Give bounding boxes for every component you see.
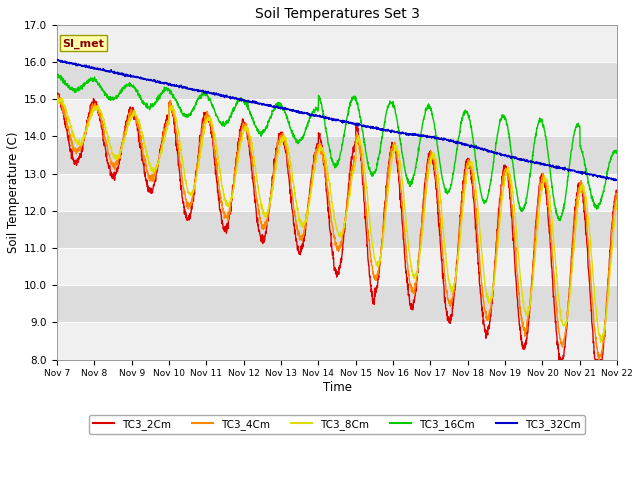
TC3_8Cm (53, 96, 61, 102)
TC3_16Cm (54, 71, 62, 77)
TC3_32Cm (564, 166, 572, 172)
TC3_8Cm (209, 128, 217, 133)
Text: SI_met: SI_met (63, 38, 104, 48)
TC3_32Cm (53, 57, 61, 63)
TC3_16Cm (613, 150, 621, 156)
TC3_32Cm (613, 177, 621, 183)
TC3_4Cm (353, 133, 361, 139)
TC3_32Cm (209, 90, 217, 96)
TC3_8Cm (580, 185, 588, 191)
TC3_32Cm (54, 57, 61, 62)
Bar (57, 323, 617, 360)
TC3_16Cm (557, 217, 564, 223)
TC3_2Cm (209, 144, 217, 149)
Bar (57, 174, 617, 211)
TC3_16Cm (353, 100, 361, 106)
TC3_8Cm (58, 96, 66, 101)
TC3_2Cm (500, 168, 508, 173)
Line: TC3_8Cm: TC3_8Cm (57, 98, 617, 342)
TC3_2Cm (53, 93, 61, 98)
TC3_32Cm (580, 170, 588, 176)
TC3_2Cm (54, 90, 61, 96)
TC3_4Cm (564, 306, 572, 312)
TC3_32Cm (366, 124, 374, 130)
TC3_8Cm (596, 339, 604, 345)
TC3_16Cm (580, 155, 588, 161)
TC3_8Cm (613, 197, 621, 203)
TC3_16Cm (53, 74, 61, 80)
TC3_2Cm (613, 188, 621, 194)
TC3_32Cm (612, 178, 620, 183)
Y-axis label: Soil Temperature (C): Soil Temperature (C) (7, 132, 20, 253)
TC3_16Cm (500, 114, 508, 120)
TC3_2Cm (580, 195, 588, 201)
Line: TC3_4Cm: TC3_4Cm (57, 95, 617, 360)
Legend: TC3_2Cm, TC3_4Cm, TC3_8Cm, TC3_16Cm, TC3_32Cm: TC3_2Cm, TC3_4Cm, TC3_8Cm, TC3_16Cm, TC3… (89, 415, 585, 434)
TC3_2Cm (353, 128, 361, 134)
Line: TC3_32Cm: TC3_32Cm (57, 60, 617, 180)
Line: TC3_16Cm: TC3_16Cm (57, 74, 617, 220)
TC3_2Cm (366, 274, 374, 280)
Bar (57, 285, 617, 323)
Line: TC3_2Cm: TC3_2Cm (57, 93, 617, 360)
TC3_8Cm (564, 311, 572, 316)
Bar (57, 62, 617, 99)
Bar (57, 99, 617, 136)
X-axis label: Time: Time (323, 381, 351, 394)
TC3_32Cm (353, 121, 361, 127)
TC3_4Cm (613, 192, 621, 198)
TC3_8Cm (366, 217, 374, 223)
TC3_16Cm (564, 174, 572, 180)
TC3_16Cm (366, 165, 374, 170)
Bar (57, 211, 617, 248)
TC3_32Cm (500, 152, 508, 158)
Bar (57, 25, 617, 62)
TC3_4Cm (53, 96, 61, 101)
TC3_16Cm (209, 106, 217, 111)
TC3_4Cm (366, 243, 374, 249)
Bar (57, 136, 617, 174)
TC3_4Cm (209, 139, 217, 144)
TC3_4Cm (500, 172, 508, 178)
TC3_8Cm (353, 137, 361, 143)
TC3_2Cm (556, 357, 563, 362)
TC3_4Cm (580, 190, 588, 196)
Title: Soil Temperatures Set 3: Soil Temperatures Set 3 (255, 7, 419, 21)
TC3_4Cm (595, 357, 603, 362)
TC3_4Cm (54, 92, 62, 98)
TC3_8Cm (500, 183, 508, 189)
TC3_2Cm (564, 306, 572, 312)
Bar (57, 248, 617, 285)
